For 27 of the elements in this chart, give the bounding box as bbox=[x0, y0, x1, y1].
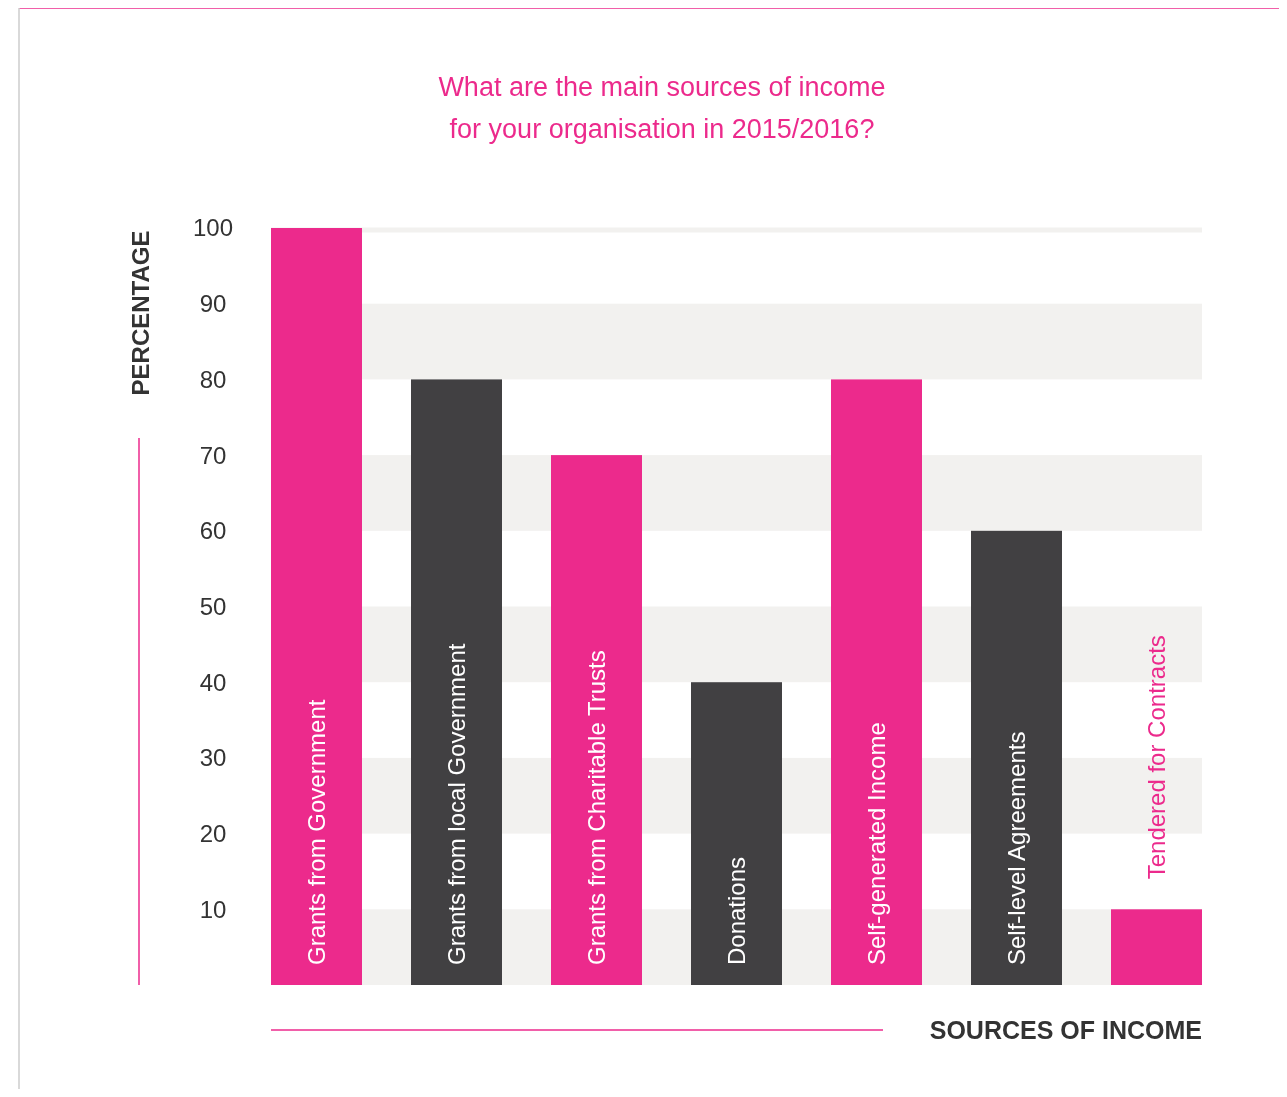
bar bbox=[411, 379, 502, 985]
bar bbox=[691, 682, 782, 985]
x-tick-label: Self-level Agreements bbox=[1002, 731, 1030, 965]
x-tick-label: Grants from Government bbox=[302, 699, 330, 965]
y-tick-label: 50 bbox=[199, 592, 227, 620]
y-tick-label: 90 bbox=[199, 290, 227, 318]
bar bbox=[971, 530, 1062, 985]
x-tick-label: Grants from local Government bbox=[442, 643, 470, 965]
y-axis-title: PERCENTAGE bbox=[127, 230, 154, 396]
x-axis-title: SOURCES OF INCOME bbox=[929, 1016, 1202, 1044]
y-tick-label: 10 bbox=[199, 895, 227, 923]
y-tick-label: 70 bbox=[199, 441, 227, 469]
y-tick-label: 60 bbox=[199, 517, 227, 545]
x-tick-label: Donations bbox=[722, 856, 750, 965]
bar bbox=[551, 455, 642, 985]
bar bbox=[1111, 909, 1202, 985]
y-tick-label: 40 bbox=[199, 668, 227, 696]
chart-title: What are the main sources of income for your organisation in 2015/2016? bbox=[438, 72, 886, 144]
x-tick-label: Grants from Charitable Trusts bbox=[582, 650, 610, 965]
y-tick-label: 100 bbox=[192, 214, 234, 242]
bar bbox=[831, 379, 922, 985]
x-tick-label: Tendered for Contracts bbox=[1142, 635, 1170, 880]
bar bbox=[271, 228, 362, 985]
y-tick-label: 80 bbox=[199, 365, 227, 393]
y-tick-label: 20 bbox=[199, 820, 227, 847]
x-tick-label: Self-generated Income bbox=[862, 722, 890, 965]
y-tick-label: 30 bbox=[199, 744, 227, 772]
